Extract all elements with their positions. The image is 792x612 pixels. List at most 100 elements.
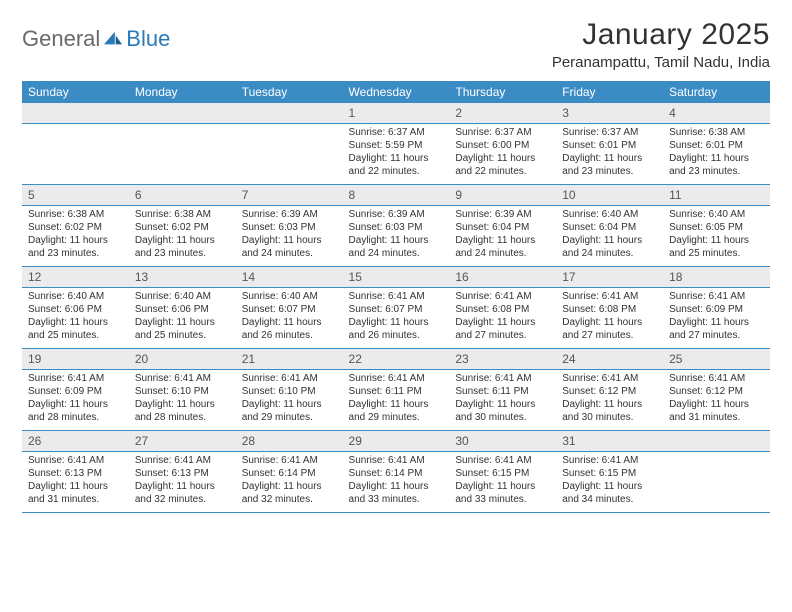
day-number: 16 — [449, 267, 556, 287]
day-number: 8 — [343, 185, 450, 205]
sunrise-line: Sunrise: 6:41 AM — [455, 290, 550, 303]
daylight-line: Daylight: 11 hours and 27 minutes. — [455, 316, 550, 342]
day-details: Sunrise: 6:38 AMSunset: 6:02 PMDaylight:… — [129, 206, 236, 266]
day-number: 21 — [236, 349, 343, 369]
day-number: 28 — [236, 431, 343, 451]
day-details-cell — [236, 124, 343, 185]
sunset-line: Sunset: 6:13 PM — [135, 467, 230, 480]
day-number: 22 — [343, 349, 450, 369]
daylight-line: Daylight: 11 hours and 27 minutes. — [562, 316, 657, 342]
day-number: 14 — [236, 267, 343, 287]
sunrise-line: Sunrise: 6:40 AM — [242, 290, 337, 303]
daylight-line: Daylight: 11 hours and 24 minutes. — [455, 234, 550, 260]
day-details: Sunrise: 6:41 AMSunset: 6:14 PMDaylight:… — [236, 452, 343, 512]
day-cell: 4 — [663, 103, 770, 124]
sunset-line: Sunset: 6:08 PM — [455, 303, 550, 316]
sunset-line: Sunset: 6:01 PM — [669, 139, 764, 152]
day-cell: 9 — [449, 185, 556, 206]
daylight-line: Daylight: 11 hours and 32 minutes. — [242, 480, 337, 506]
day-details: Sunrise: 6:40 AMSunset: 6:04 PMDaylight:… — [556, 206, 663, 266]
day-details: Sunrise: 6:40 AMSunset: 6:06 PMDaylight:… — [129, 288, 236, 348]
sunset-line: Sunset: 6:15 PM — [562, 467, 657, 480]
day-cell: 18 — [663, 267, 770, 288]
day-details-cell: Sunrise: 6:41 AMSunset: 6:11 PMDaylight:… — [449, 370, 556, 431]
day-cell: 22 — [343, 349, 450, 370]
day-details: Sunrise: 6:37 AMSunset: 6:00 PMDaylight:… — [449, 124, 556, 184]
day-cell: 25 — [663, 349, 770, 370]
day-details: Sunrise: 6:41 AMSunset: 6:12 PMDaylight:… — [556, 370, 663, 430]
day-details: Sunrise: 6:41 AMSunset: 6:11 PMDaylight:… — [449, 370, 556, 430]
day-number: 25 — [663, 349, 770, 369]
daylight-line: Daylight: 11 hours and 34 minutes. — [562, 480, 657, 506]
day-details: Sunrise: 6:41 AMSunset: 6:14 PMDaylight:… — [343, 452, 450, 512]
day-details: Sunrise: 6:38 AMSunset: 6:02 PMDaylight:… — [22, 206, 129, 266]
day-number: 31 — [556, 431, 663, 451]
sunrise-line: Sunrise: 6:41 AM — [562, 372, 657, 385]
day-cell: 16 — [449, 267, 556, 288]
day-details-cell: Sunrise: 6:37 AMSunset: 6:01 PMDaylight:… — [556, 124, 663, 185]
sunset-line: Sunset: 6:13 PM — [28, 467, 123, 480]
calendar-table: SundayMondayTuesdayWednesdayThursdayFrid… — [22, 81, 770, 513]
sunrise-line: Sunrise: 6:40 AM — [135, 290, 230, 303]
sunrise-line: Sunrise: 6:41 AM — [28, 372, 123, 385]
day-details-cell: Sunrise: 6:41 AMSunset: 6:07 PMDaylight:… — [343, 288, 450, 349]
sunrise-line: Sunrise: 6:38 AM — [28, 208, 123, 221]
day-details-cell: Sunrise: 6:41 AMSunset: 6:15 PMDaylight:… — [556, 452, 663, 513]
daylight-line: Daylight: 11 hours and 23 minutes. — [135, 234, 230, 260]
day-cell: 26 — [22, 431, 129, 452]
day-number: 26 — [22, 431, 129, 451]
sunrise-line: Sunrise: 6:37 AM — [349, 126, 444, 139]
dayname-cell: Saturday — [663, 81, 770, 103]
day-details-cell: Sunrise: 6:40 AMSunset: 6:05 PMDaylight:… — [663, 206, 770, 267]
day-cell — [129, 103, 236, 124]
logo-sail-icon — [102, 30, 124, 48]
sunset-line: Sunset: 6:02 PM — [28, 221, 123, 234]
sunrise-line: Sunrise: 6:41 AM — [135, 454, 230, 467]
day-number: 11 — [663, 185, 770, 205]
day-details-cell: Sunrise: 6:41 AMSunset: 6:10 PMDaylight:… — [236, 370, 343, 431]
daylight-line: Daylight: 11 hours and 23 minutes. — [669, 152, 764, 178]
month-title: January 2025 — [552, 18, 770, 52]
day-details: Sunrise: 6:39 AMSunset: 6:04 PMDaylight:… — [449, 206, 556, 266]
daylight-line: Daylight: 11 hours and 22 minutes. — [349, 152, 444, 178]
sunrise-line: Sunrise: 6:41 AM — [562, 454, 657, 467]
daylight-line: Daylight: 11 hours and 24 minutes. — [562, 234, 657, 260]
daylight-line: Daylight: 11 hours and 28 minutes. — [135, 398, 230, 424]
sunset-line: Sunset: 6:04 PM — [455, 221, 550, 234]
day-number: 27 — [129, 431, 236, 451]
week-details-row: Sunrise: 6:37 AMSunset: 5:59 PMDaylight:… — [22, 124, 770, 185]
day-number: 3 — [556, 103, 663, 123]
dayname-cell: Friday — [556, 81, 663, 103]
day-number: 15 — [343, 267, 450, 287]
logo-text-general: General — [22, 26, 100, 52]
sunrise-line: Sunrise: 6:37 AM — [562, 126, 657, 139]
logo-text-blue: Blue — [126, 26, 170, 52]
sunset-line: Sunset: 6:03 PM — [242, 221, 337, 234]
day-cell: 24 — [556, 349, 663, 370]
week-daynum-row: 262728293031 — [22, 431, 770, 452]
daylight-line: Daylight: 11 hours and 32 minutes. — [135, 480, 230, 506]
day-details-cell: Sunrise: 6:41 AMSunset: 6:08 PMDaylight:… — [556, 288, 663, 349]
week-details-row: Sunrise: 6:40 AMSunset: 6:06 PMDaylight:… — [22, 288, 770, 349]
day-details-cell: Sunrise: 6:41 AMSunset: 6:15 PMDaylight:… — [449, 452, 556, 513]
daylight-line: Daylight: 11 hours and 26 minutes. — [349, 316, 444, 342]
sunset-line: Sunset: 6:04 PM — [562, 221, 657, 234]
daylight-line: Daylight: 11 hours and 31 minutes. — [28, 480, 123, 506]
day-details: Sunrise: 6:40 AMSunset: 6:06 PMDaylight:… — [22, 288, 129, 348]
week-details-row: Sunrise: 6:41 AMSunset: 6:09 PMDaylight:… — [22, 370, 770, 431]
day-details: Sunrise: 6:37 AMSunset: 5:59 PMDaylight:… — [343, 124, 450, 184]
day-details: Sunrise: 6:41 AMSunset: 6:13 PMDaylight:… — [129, 452, 236, 512]
day-details-cell: Sunrise: 6:38 AMSunset: 6:01 PMDaylight:… — [663, 124, 770, 185]
daylight-line: Daylight: 11 hours and 29 minutes. — [242, 398, 337, 424]
calendar-body: 1234Sunrise: 6:37 AMSunset: 5:59 PMDayli… — [22, 103, 770, 513]
day-number — [236, 103, 343, 121]
day-details-cell — [22, 124, 129, 185]
daylight-line: Daylight: 11 hours and 25 minutes. — [135, 316, 230, 342]
day-details-cell: Sunrise: 6:41 AMSunset: 6:14 PMDaylight:… — [236, 452, 343, 513]
day-number: 30 — [449, 431, 556, 451]
sunrise-line: Sunrise: 6:38 AM — [135, 208, 230, 221]
daylight-line: Daylight: 11 hours and 31 minutes. — [669, 398, 764, 424]
sunrise-line: Sunrise: 6:41 AM — [349, 372, 444, 385]
sunrise-line: Sunrise: 6:39 AM — [242, 208, 337, 221]
day-details: Sunrise: 6:41 AMSunset: 6:15 PMDaylight:… — [556, 452, 663, 512]
